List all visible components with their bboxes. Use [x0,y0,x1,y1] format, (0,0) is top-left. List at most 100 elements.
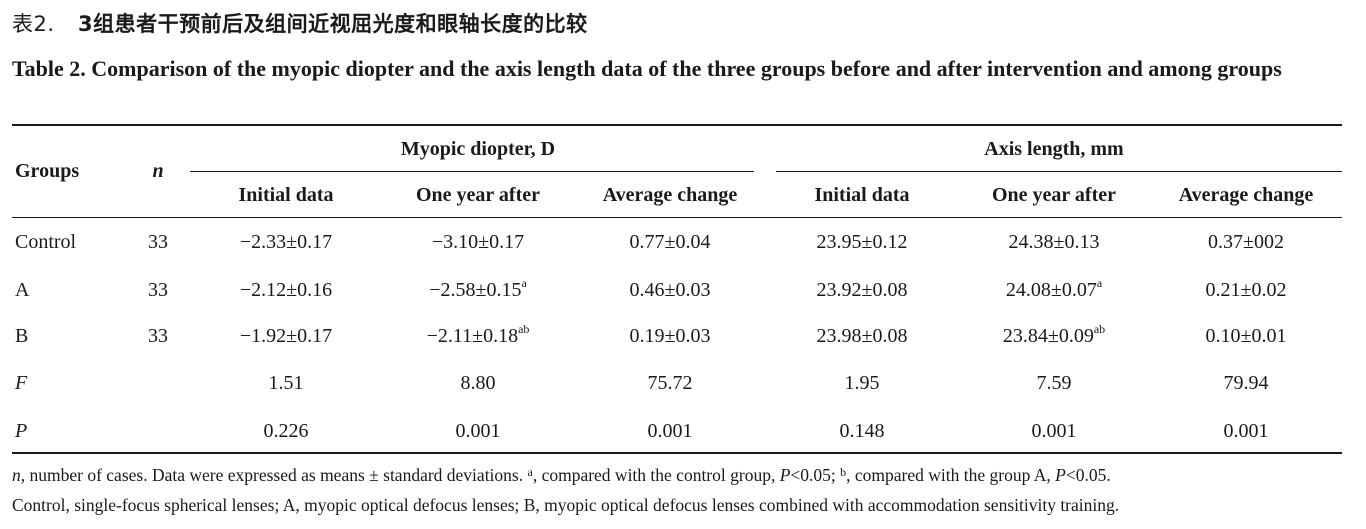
row-a-cell-2: 0.46±0.03 [630,279,711,302]
table-label-chinese: 表2. [12,12,55,36]
cell-value: −3.10±0.17 [431,231,525,253]
row-f-cell-3: 1.95 [845,372,880,395]
row-b-cell-5: 0.10±0.01 [1206,325,1287,348]
cell-value: −2.12±0.16 [239,279,333,301]
cell-value: 8.80 [460,372,496,394]
cell-value: 0.148 [839,420,885,442]
cell-value: 0.37±002 [1208,231,1284,253]
row-control-group: Control [15,231,77,253]
row-a-group: A [15,279,30,301]
cell-value: 23.84±0.09 [1002,325,1094,347]
subheader-myopic-change: Average change [602,184,738,206]
cell-value: 0.001 [455,420,501,442]
row-control-cell-1: −3.10±0.17 [432,231,524,254]
cell-value: 0.10±0.01 [1205,325,1287,347]
cell-superscript: ab [1093,322,1106,336]
row-p-cell-5: 0.001 [1224,420,1269,443]
cell-value: 23.95±0.12 [816,231,908,253]
footnote-line-1: n, number of cases. Data were expressed … [12,460,1357,490]
header-axis-length: Axis length, mm [984,138,1124,160]
row-control-cell-2: 0.77±0.04 [630,231,711,254]
footnote-text-1: , number of cases. Data were expressed a… [20,465,528,485]
row-p-cell-1: 0.001 [456,420,501,443]
footnote-text-3: <0.05; [790,465,841,485]
footnote-text-5: <0.05. [1065,465,1111,485]
cell-value: 7.59 [1036,372,1072,394]
row-p-cell-4: 0.001 [1032,420,1077,443]
row-f-cell-5: 79.94 [1224,372,1269,395]
row-f-group: F [15,372,28,394]
row-b-cell-3: 23.98±0.08 [817,325,908,348]
header-myopic-diopter: Myopic diopter, D [400,138,556,160]
header-n: n [152,160,164,182]
table-bottom-rule [12,452,1342,454]
row-control-cell-4: 24.38±0.13 [1009,231,1100,254]
cell-value: 24.08±0.07 [1005,279,1097,301]
row-b-cell-0: −1.92±0.17 [240,325,332,348]
cell-value: 0.46±0.03 [629,279,711,301]
row-a-cell-4: 24.08±0.07a [1005,276,1103,302]
cell-value: 0.21±0.02 [1205,279,1287,301]
cell-value: 1.95 [844,372,880,394]
row-control-cell-5: 0.37±002 [1208,231,1284,254]
row-f-cell-4: 7.59 [1037,372,1072,395]
cell-value: 0.001 [1031,420,1077,442]
row-a-cell-0: −2.12±0.16 [240,279,332,302]
cell-value: 23.92±0.08 [816,279,908,301]
footnote-n-symbol: n [12,465,21,485]
subheader-axis-one-year: One year after [991,184,1117,206]
footnote-text-4: , compared with the group A, [846,465,1056,485]
row-a-cell-3: 23.92±0.08 [817,279,908,302]
footnote-text-2: , compared with the control group, [532,465,780,485]
subheader-axis-change: Average change [1178,184,1314,206]
row-p-cell-0: 0.226 [264,420,309,443]
cell-value: 75.72 [647,372,693,394]
row-f-cell-1: 8.80 [461,372,496,395]
cell-value: 1.51 [268,372,304,394]
cell-value: 23.98±0.08 [816,325,908,347]
header-groups: Groups [15,160,80,182]
cell-value: 24.38±0.13 [1008,231,1100,253]
row-b-group: B [15,325,29,347]
table-title-chinese: 表2. 3组患者干预前后及组间近视屈光度和眼轴长度的比较 [12,8,588,38]
cell-value: 79.94 [1223,372,1269,394]
row-f-cell-0: 1.51 [269,372,304,395]
footnote-p-symbol-2: P [1055,465,1066,485]
footnote-line-2: Control, single-focus spherical lenses; … [12,495,1120,515]
row-f-cell-2: 75.72 [648,372,693,395]
table-title-chinese-text: 3组患者干预前后及组间近视屈光度和眼轴长度的比较 [77,12,588,36]
row-p-group: P [15,420,28,442]
axis-group-rule [776,171,1342,172]
myopic-group-rule [190,171,754,172]
row-control-cell-0: −2.33±0.17 [240,231,332,254]
row-a-cell-5: 0.21±0.02 [1206,279,1287,302]
footnote-sup-a: a [527,465,533,479]
cell-value: 0.19±0.03 [629,325,711,347]
cell-value: 0.77±0.04 [629,231,711,253]
cell-value: 0.226 [263,420,309,442]
row-control-n: 33 [148,231,168,253]
cell-superscript: a [521,276,527,290]
cell-value: 0.001 [647,420,693,442]
table-footnote: n, number of cases. Data were expressed … [12,460,1357,520]
table-top-rule [12,124,1342,126]
row-control-cell-3: 23.95±0.12 [817,231,908,254]
row-b-cell-4: 23.84±0.09ab [1002,322,1106,348]
footnote-p-symbol-1: P [779,465,791,485]
row-b-cell-1: −2.11±0.18ab [427,322,530,348]
cell-value: −2.33±0.17 [239,231,333,253]
subheader-myopic-one-year: One year after [415,184,541,206]
cell-superscript: ab [518,322,530,336]
row-b-cell-2: 0.19±0.03 [630,325,711,348]
subheader-axis-initial: Initial data [814,184,910,206]
table-title-english: Table 2. Comparison of the myopic diopte… [12,56,1282,81]
cell-superscript: a [1096,276,1103,290]
row-p-cell-3: 0.148 [840,420,885,443]
subheader-myopic-initial: Initial data [238,184,334,206]
row-a-n: 33 [148,279,168,301]
row-p-cell-2: 0.001 [648,420,693,443]
row-b-n: 33 [148,325,168,347]
footnote-sup-b: b [840,465,847,479]
row-a-cell-1: −2.58±0.15a [429,276,527,302]
cell-value: −1.92±0.17 [239,325,333,347]
